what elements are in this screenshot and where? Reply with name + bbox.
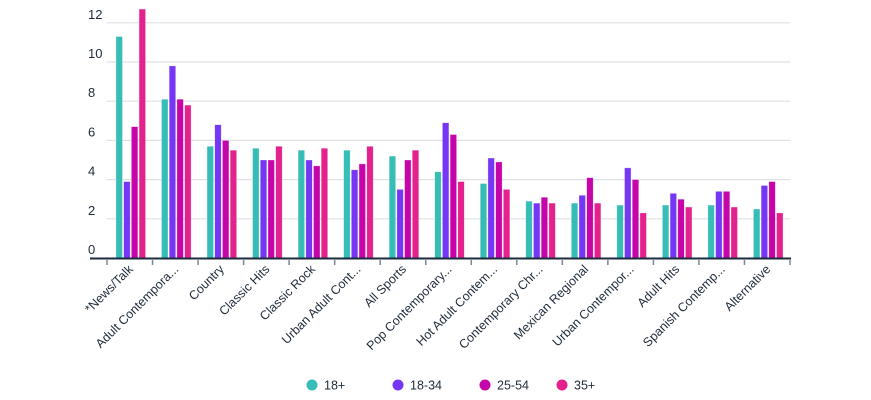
y-axis-ticks: 0 2 4 6 8 10 12 bbox=[88, 7, 102, 257]
legend-label: 35+ bbox=[574, 379, 595, 393]
legend: 18+ 18-34 25-54 35+ bbox=[306, 379, 596, 393]
bar-18-34-1[interactable] bbox=[168, 65, 176, 259]
bar-18-34-11[interactable] bbox=[624, 167, 632, 259]
bar-25-54-7[interactable] bbox=[449, 134, 457, 259]
legend-item-18-34[interactable]: 18-34 bbox=[392, 379, 443, 393]
bar-35+-13[interactable] bbox=[730, 206, 738, 259]
bar-35+-6[interactable] bbox=[411, 149, 420, 259]
bar-25-54-13[interactable] bbox=[722, 191, 731, 259]
bar-35+-1[interactable] bbox=[184, 104, 192, 259]
x-tick-label: Contemporary Chr... bbox=[456, 262, 545, 351]
y-tick-label: 4 bbox=[88, 164, 95, 179]
bar-35+-12[interactable] bbox=[685, 206, 693, 259]
y-tick-label: 6 bbox=[88, 124, 95, 139]
x-tick-label: Adult Hits bbox=[635, 262, 683, 310]
bar-18+-6[interactable] bbox=[388, 155, 396, 259]
x-tick-label: Urban Contempor... bbox=[550, 262, 637, 349]
legend-label: 18+ bbox=[324, 379, 345, 393]
bar-18+-5[interactable] bbox=[343, 149, 351, 259]
bar-18+-9[interactable] bbox=[525, 200, 533, 259]
legend-item-25-54[interactable]: 25-54 bbox=[479, 379, 530, 393]
bar-25-54-8[interactable] bbox=[495, 161, 503, 259]
x-tick-label: Pop Contemporary... bbox=[364, 262, 455, 353]
bar-18-34-4[interactable] bbox=[305, 159, 313, 259]
legend-swatch bbox=[556, 379, 568, 391]
y-tick-label: 8 bbox=[88, 85, 95, 100]
x-tick-label: Alternative bbox=[722, 262, 774, 314]
x-tick-label: Urban Adult Cont... bbox=[279, 262, 364, 347]
bar-35+-3[interactable] bbox=[275, 145, 283, 259]
bar-18-34-7[interactable] bbox=[442, 122, 450, 259]
bar-35+-0[interactable] bbox=[138, 8, 146, 259]
x-tick-label: Hot Adult Contem... bbox=[414, 262, 501, 349]
bar-18-34-14[interactable] bbox=[760, 185, 768, 259]
bar-18+-12[interactable] bbox=[662, 204, 670, 259]
y-tick-label: 2 bbox=[88, 203, 95, 218]
x-tick-label: Spanish Contemp... bbox=[640, 262, 728, 350]
bar-18+-14[interactable] bbox=[753, 208, 761, 259]
bar-18+-0[interactable] bbox=[115, 36, 123, 259]
x-tick-label: All Sports bbox=[361, 262, 409, 310]
bar-18+-13[interactable] bbox=[707, 204, 715, 259]
y-tick-label: 12 bbox=[88, 7, 102, 22]
bar-25-54-11[interactable] bbox=[631, 179, 640, 259]
bar-35+-10[interactable] bbox=[594, 202, 602, 259]
bar-25-54-12[interactable] bbox=[677, 198, 685, 259]
legend-label: 25-54 bbox=[497, 379, 529, 393]
bar-35+-5[interactable] bbox=[366, 145, 374, 259]
bar-18-34-0[interactable] bbox=[123, 181, 131, 259]
bars bbox=[115, 8, 784, 259]
bar-25-54-6[interactable] bbox=[404, 159, 412, 259]
y-tick-label: 0 bbox=[88, 242, 95, 257]
bar-25-54-10[interactable] bbox=[586, 177, 594, 259]
bar-18-34-3[interactable] bbox=[259, 159, 268, 259]
bar-18+-8[interactable] bbox=[479, 183, 488, 259]
bar-35+-2[interactable] bbox=[229, 149, 237, 259]
bar-25-54-0[interactable] bbox=[131, 126, 139, 259]
x-tick-label: Adult Contempora... bbox=[93, 262, 182, 351]
bar-18-34-8[interactable] bbox=[487, 157, 495, 259]
bar-18+-7[interactable] bbox=[434, 171, 442, 259]
legend-item-18+[interactable]: 18+ bbox=[306, 379, 346, 393]
bar-18-34-9[interactable] bbox=[533, 202, 541, 259]
bar-25-54-14[interactable] bbox=[768, 181, 776, 259]
bar-25-54-5[interactable] bbox=[358, 163, 366, 259]
bar-25-54-1[interactable] bbox=[176, 98, 184, 259]
bar-18+-11[interactable] bbox=[616, 204, 624, 259]
bar-18-34-10[interactable] bbox=[578, 194, 586, 259]
bar-18-34-12[interactable] bbox=[669, 193, 677, 259]
legend-swatch bbox=[306, 379, 318, 391]
legend-swatch bbox=[392, 379, 404, 391]
bar-18-34-6[interactable] bbox=[396, 189, 404, 259]
bar-18+-4[interactable] bbox=[297, 149, 305, 259]
bar-18+-2[interactable] bbox=[206, 145, 214, 259]
bar-35+-14[interactable] bbox=[776, 212, 784, 259]
legend-swatch bbox=[479, 379, 491, 391]
y-tick-label: 10 bbox=[88, 46, 102, 61]
bar-35+-9[interactable] bbox=[548, 202, 556, 259]
bar-18-34-5[interactable] bbox=[351, 169, 359, 259]
bar-18+-3[interactable] bbox=[252, 147, 260, 259]
bar-25-54-2[interactable] bbox=[222, 140, 230, 259]
bar-18-34-2[interactable] bbox=[214, 124, 222, 259]
legend-item-35+[interactable]: 35+ bbox=[556, 379, 596, 393]
bar-35+-8[interactable] bbox=[503, 189, 511, 259]
x-tick-label: Country bbox=[186, 262, 227, 303]
bar-35+-4[interactable] bbox=[320, 147, 329, 259]
bar-35+-7[interactable] bbox=[457, 181, 465, 259]
legend-label: 18-34 bbox=[410, 379, 442, 393]
bar-35+-11[interactable] bbox=[639, 212, 647, 259]
bar-18-34-13[interactable] bbox=[715, 191, 723, 259]
bar-18+-10[interactable] bbox=[570, 202, 579, 259]
bar-18+-1[interactable] bbox=[161, 98, 169, 259]
bar-25-54-9[interactable] bbox=[540, 196, 548, 259]
bar-25-54-4[interactable] bbox=[313, 165, 321, 259]
bar-25-54-3[interactable] bbox=[267, 159, 275, 259]
